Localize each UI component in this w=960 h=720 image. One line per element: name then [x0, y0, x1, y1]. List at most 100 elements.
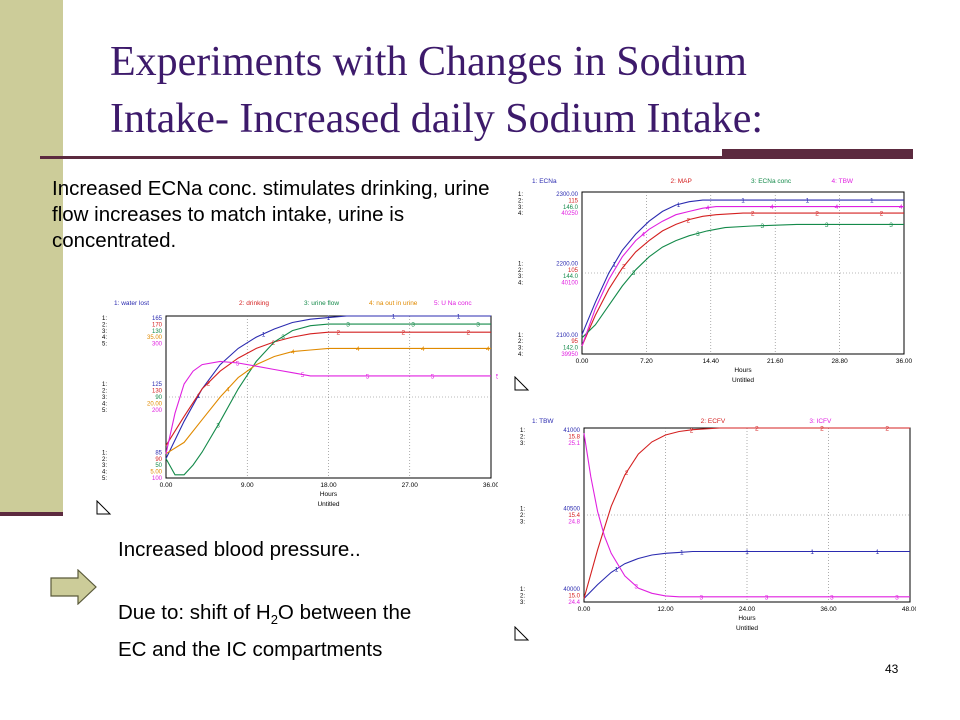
y-tick-label: 15.8	[568, 434, 580, 440]
y-tick-label: 200	[152, 408, 163, 414]
slide-title: Experiments with Changes in Sodium Intak…	[110, 34, 930, 148]
series-marker-2: 2	[755, 426, 759, 433]
series-marker-4: 4	[486, 346, 490, 353]
series-marker-3: 3	[761, 223, 765, 230]
series-line-1	[583, 550, 910, 599]
x-tick-label: 36.00	[896, 358, 913, 365]
y-tick-series-label: 4:	[102, 335, 107, 341]
y-tick-label: 170	[152, 322, 163, 328]
series-line-1	[581, 199, 904, 335]
y-tick-label: 130	[152, 329, 163, 335]
series-marker-2: 2	[622, 264, 626, 271]
y-tick-label: 2300.00	[556, 192, 578, 198]
series-marker-3: 3	[281, 334, 285, 341]
legend-entry: 2: ECFV	[701, 418, 726, 425]
series-marker-5: 5	[236, 360, 240, 367]
series-marker-2: 2	[466, 330, 470, 337]
chart-footer: Untitled	[736, 625, 758, 632]
series-marker-1: 1	[392, 314, 396, 321]
series-line-2	[165, 331, 491, 446]
series-marker-4: 4	[356, 346, 360, 353]
series-line-2	[581, 212, 904, 347]
x-tick-label: 0.00	[160, 482, 173, 489]
y-tick-series-label: 1:	[518, 333, 523, 339]
series-marker-2: 2	[686, 217, 690, 224]
series-marker-2: 2	[815, 211, 819, 218]
series-line-3	[165, 323, 491, 476]
series-marker-5: 5	[366, 373, 370, 380]
series-marker-3: 3	[825, 222, 829, 229]
series-marker-3: 3	[634, 584, 638, 591]
chart-left: 1: water lost 2: drinking 3: urine flow 4: …	[102, 300, 498, 508]
y-tick-series-label: 1:	[102, 450, 107, 456]
series-marker-1: 1	[612, 261, 616, 268]
y-tick-label: 300	[152, 342, 163, 348]
series-marker-2: 2	[401, 330, 405, 337]
y-tick-series-label: 1:	[518, 192, 523, 198]
x-tick-label: 14.40	[703, 358, 720, 365]
series-marker-3: 3	[830, 594, 834, 601]
series-marker-4: 4	[291, 349, 295, 356]
series-marker-4: 4	[421, 346, 425, 353]
corner-marker-top-right	[514, 376, 530, 391]
cause-mid: O between the	[277, 601, 412, 624]
series-marker-3: 3	[696, 231, 700, 238]
y-tick-series-label: 3:	[102, 395, 107, 401]
series-marker-4: 4	[226, 386, 230, 393]
y-tick-label: 40250	[561, 211, 578, 217]
cause-prefix: Due to: shift of H	[118, 601, 271, 624]
series-marker-2: 2	[336, 330, 340, 337]
x-tick-label: 7.20	[640, 358, 653, 365]
series-marker-3: 3	[411, 322, 415, 329]
legend-entry: 2: MAP	[671, 178, 692, 185]
x-axis-label: Hours	[738, 615, 756, 622]
series-marker-3: 3	[895, 594, 899, 601]
series-marker-1: 1	[745, 549, 749, 556]
legend-entry: 1: TBW	[532, 418, 554, 425]
y-tick-series-label: 1:	[520, 587, 525, 593]
y-tick-series-label: 2:	[102, 457, 107, 463]
cause-subscript: 2	[270, 612, 278, 628]
series-marker-5: 5	[431, 373, 435, 380]
title-line-1: Experiments with Changes in Sodium	[110, 39, 747, 85]
y-tick-series-label: 3:	[518, 274, 523, 280]
sidebar-accent	[0, 0, 63, 512]
x-tick-label: 36.00	[820, 606, 837, 613]
corner-marker-bottom-right	[514, 626, 530, 641]
y-tick-label: 85	[155, 450, 162, 456]
y-tick-label: 35.00	[147, 335, 163, 341]
y-tick-label: 40000	[563, 587, 580, 593]
series-marker-2: 2	[751, 211, 755, 218]
y-tick-series-label: 3:	[102, 463, 107, 469]
y-tick-series-label: 2:	[102, 322, 107, 328]
y-tick-label: 142.0	[563, 346, 579, 352]
x-tick-label: 0.00	[576, 358, 589, 365]
y-tick-label: 2200.00	[556, 261, 578, 267]
series-marker-2: 2	[625, 470, 629, 477]
series-marker-5: 5	[301, 372, 305, 379]
series-marker-4: 4	[641, 232, 645, 239]
series-marker-4: 4	[770, 204, 774, 211]
series-line-4	[165, 347, 491, 455]
y-tick-series-label: 2:	[518, 268, 523, 274]
series-marker-1: 1	[870, 198, 874, 205]
series-line-1	[165, 315, 491, 459]
series-marker-2: 2	[880, 211, 884, 218]
x-tick-label: 12.00	[657, 606, 674, 613]
y-tick-series-label: 2:	[520, 434, 525, 440]
series-marker-1: 1	[680, 550, 684, 557]
series-marker-1: 1	[457, 314, 461, 321]
series-marker-3: 3	[889, 222, 893, 229]
legend-entry: 1: water lost	[114, 300, 149, 307]
chart-bottom-right: 1: TBW 2: ECFV 3: ICFV 1: 41000 2: 15.8 3: 25.1 1…	[520, 418, 916, 632]
y-tick-series-label: 5:	[102, 476, 107, 482]
series-marker-1: 1	[810, 549, 814, 556]
y-tick-label: 39950	[561, 352, 578, 358]
y-tick-label: 5.00	[150, 470, 162, 476]
series-marker-1: 1	[197, 393, 201, 400]
y-tick-label: 15.4	[568, 513, 580, 519]
y-tick-label: 125	[152, 382, 163, 388]
y-tick-series-label: 4:	[102, 401, 107, 407]
page-number: 43	[885, 662, 899, 676]
y-tick-series-label: 1:	[102, 316, 107, 322]
